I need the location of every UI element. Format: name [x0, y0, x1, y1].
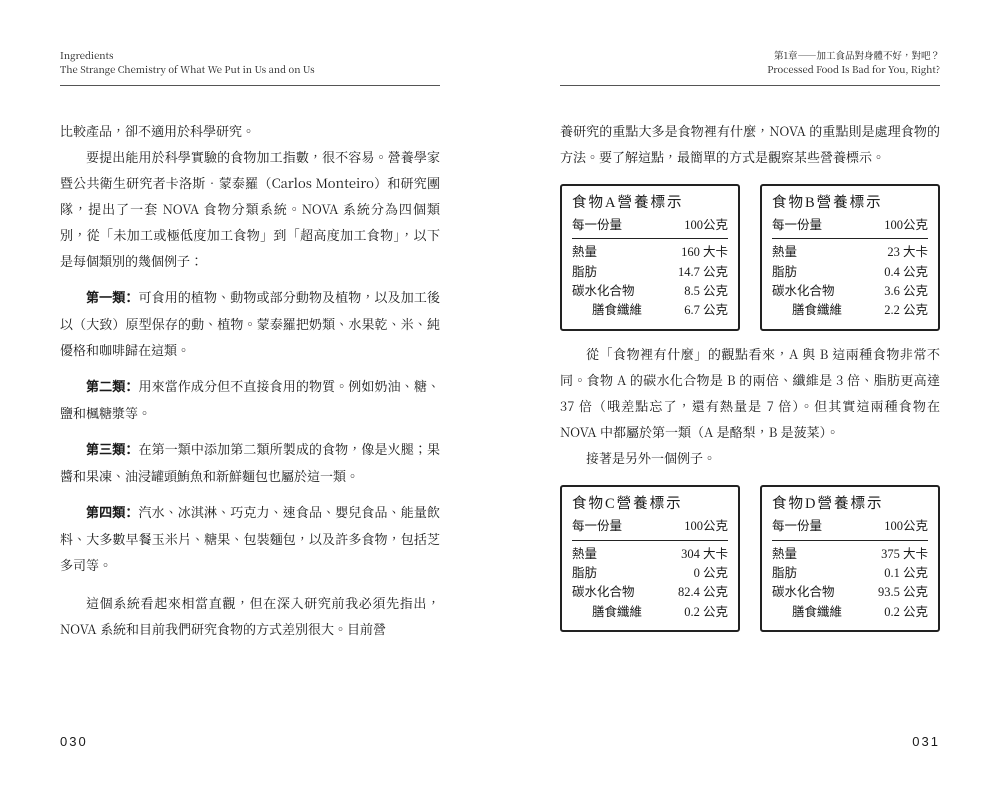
para-r1: 從「食物裡有什麼」的觀點看來，A 與 B 這兩種食物非常不同。食物 A 的碳水化…	[560, 341, 940, 445]
para-continuation: 比較產品，卻不適用於科學研究。	[60, 118, 440, 144]
c-fiber: 0.2 公克	[684, 603, 728, 622]
d-carb: 93.5 公克	[878, 583, 928, 602]
c-fat: 0 公克	[694, 564, 728, 583]
label-divider	[772, 238, 928, 239]
cal-label: 熱量	[772, 545, 797, 564]
para-r0: 養研究的重點大多是食物裡有什麼，NOVA 的重點則是處理食物的方法。要了解這點，…	[560, 118, 940, 170]
nutrition-row-ab: 食物A營養標示 每一份量 100公克 熱量 160 大卡 脂肪 14.7 公克 碳水化…	[560, 184, 940, 331]
fat-label: 脂肪	[572, 263, 597, 282]
nutrition-label-c: 食物C營養標示 每一份量 100公克 熱量 304 大卡 脂肪 0 公克 碳水化合物 8…	[560, 485, 740, 632]
serving-value: 100公克	[684, 517, 728, 536]
fat-label: 脂肪	[772, 564, 797, 583]
carb-label: 碳水化合物	[572, 583, 635, 602]
label-d-title: 食物D營養標示	[772, 493, 928, 515]
carb-label: 碳水化合物	[772, 583, 835, 602]
c-carb: 82.4 公克	[678, 583, 728, 602]
d-cal: 375 大卡	[881, 545, 928, 564]
group-1: 第一類：可食用的植物、動物或部分動物及植物，以及加工後以（大致）原型保存的動、植…	[60, 284, 440, 363]
d-fiber: 0.2 公克	[884, 603, 928, 622]
fiber-label: 膳食纖維	[592, 603, 642, 622]
b-carb: 3.6 公克	[884, 282, 928, 301]
left-page-number: 030	[60, 734, 88, 749]
nutrition-row-cd: 食物C營養標示 每一份量 100公克 熱量 304 大卡 脂肪 0 公克 碳水化合物 8…	[560, 485, 940, 632]
group-1-label: 第一類：	[86, 290, 138, 305]
group-2-label: 第二類：	[86, 379, 138, 394]
right-body: 養研究的重點大多是食物裡有什麼，NOVA 的重點則是處理食物的方法。要了解這點，…	[560, 118, 940, 643]
label-divider	[572, 238, 728, 239]
b-fat: 0.4 公克	[884, 263, 928, 282]
nutrition-label-b: 食物B營養標示 每一份量 100公克 熱量 23 大卡 脂肪 0.4 公克 碳水化合物…	[760, 184, 940, 331]
fiber-label: 膳食纖維	[792, 603, 842, 622]
fiber-label: 膳食纖維	[792, 301, 842, 320]
serving-value: 100公克	[884, 517, 928, 536]
carb-label: 碳水化合物	[772, 282, 835, 301]
a-cal: 160 大卡	[681, 243, 728, 262]
label-divider	[772, 540, 928, 541]
serving-value: 100公克	[684, 216, 728, 235]
group-3-label: 第三類：	[86, 442, 138, 457]
left-page: Ingredients The Strange Chemistry of Wha…	[0, 0, 500, 789]
b-fiber: 2.2 公克	[884, 301, 928, 320]
label-c-title: 食物C營養標示	[572, 493, 728, 515]
header-title: Ingredients	[60, 48, 440, 62]
serving-label: 每一份量	[772, 216, 822, 235]
right-header: 第1章――加工食品對身體不好，對吧？ Processed Food Is Bad…	[560, 48, 940, 86]
right-page: 第1章――加工食品對身體不好，對吧？ Processed Food Is Bad…	[500, 0, 1000, 789]
para-intro: 要提出能用於科學實驗的食物加工指數，很不容易。營養學家暨公共衛生研究者卡洛斯．蒙…	[60, 144, 440, 274]
d-fat: 0.1 公克	[884, 564, 928, 583]
left-body: 比較產品，卻不適用於科學研究。 要提出能用於科學實驗的食物加工指數，很不容易。營…	[60, 118, 440, 642]
a-fat: 14.7 公克	[678, 263, 728, 282]
serving-label: 每一份量	[772, 517, 822, 536]
left-header: Ingredients The Strange Chemistry of Wha…	[60, 48, 440, 86]
group-2: 第二類：用來當作成分但不直接食用的物質。例如奶油、糖、鹽和楓糖漿等。	[60, 373, 440, 426]
cal-label: 熱量	[572, 243, 597, 262]
cal-label: 熱量	[772, 243, 797, 262]
para-outro: 這個系統看起來相當直觀，但在深入研究前我必須先指出，NOVA 系統和目前我們研究…	[60, 590, 440, 642]
header-subtitle: The Strange Chemistry of What We Put in …	[60, 62, 440, 76]
header-chapter: 第1章――加工食品對身體不好，對吧？	[560, 48, 940, 62]
carb-label: 碳水化合物	[572, 282, 635, 301]
group-4: 第四類：汽水、冰淇淋、巧克力、速食品、嬰兒食品、能量飲料、大多數早餐玉米片、糖果…	[60, 499, 440, 578]
right-page-number: 031	[912, 734, 940, 749]
c-cal: 304 大卡	[681, 545, 728, 564]
group-3: 第三類：在第一類中添加第二類所製成的食物，像是火腿；果醬和果凍、油浸罐頭鮪魚和新…	[60, 436, 440, 489]
label-a-title: 食物A營養標示	[572, 192, 728, 214]
serving-label: 每一份量	[572, 517, 622, 536]
group-4-label: 第四類：	[86, 505, 138, 520]
label-b-title: 食物B營養標示	[772, 192, 928, 214]
fat-label: 脂肪	[772, 263, 797, 282]
a-carb: 8.5 公克	[684, 282, 728, 301]
fat-label: 脂肪	[572, 564, 597, 583]
label-divider	[572, 540, 728, 541]
header-chapter-en: Processed Food Is Bad for You, Right?	[560, 62, 940, 76]
a-fiber: 6.7 公克	[684, 301, 728, 320]
b-cal: 23 大卡	[887, 243, 928, 262]
nutrition-label-d: 食物D營養標示 每一份量 100公克 熱量 375 大卡 脂肪 0.1 公克 碳水化合…	[760, 485, 940, 632]
nutrition-label-a: 食物A營養標示 每一份量 100公克 熱量 160 大卡 脂肪 14.7 公克 碳水化…	[560, 184, 740, 331]
fiber-label: 膳食纖維	[592, 301, 642, 320]
para-r2: 接著是另外一個例子。	[560, 445, 940, 471]
cal-label: 熱量	[572, 545, 597, 564]
serving-value: 100公克	[884, 216, 928, 235]
serving-label: 每一份量	[572, 216, 622, 235]
